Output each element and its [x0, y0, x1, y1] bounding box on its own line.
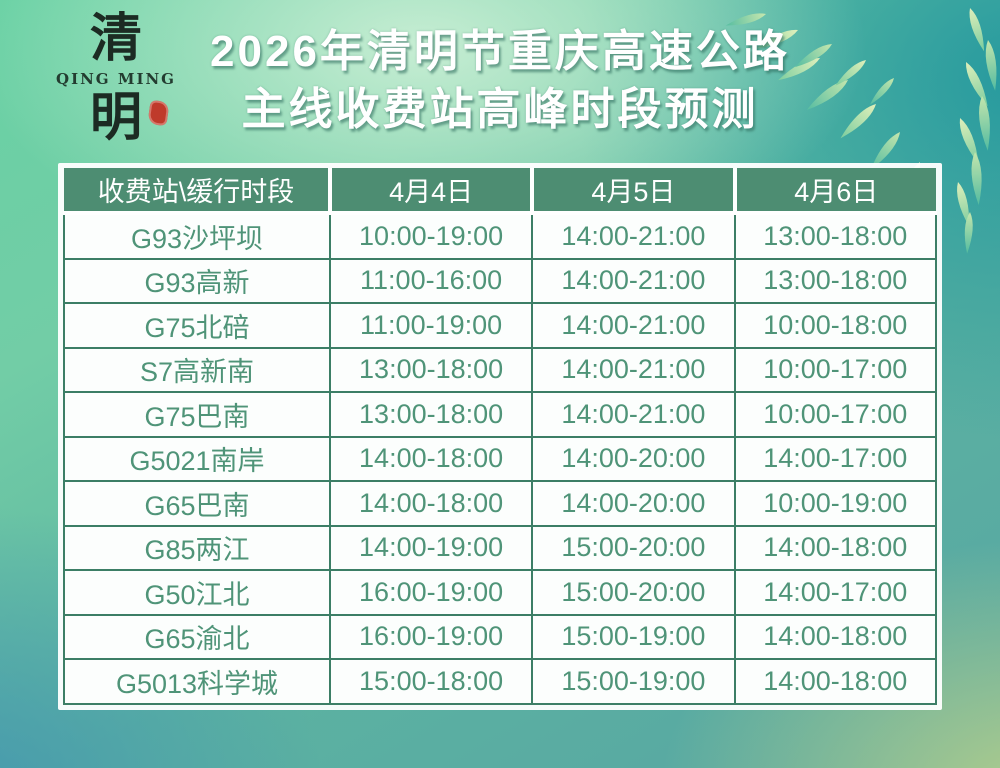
time-range-cell: 10:00-19:00 — [328, 212, 534, 260]
time-range-cell: 14:00-21:00 — [531, 212, 736, 260]
time-range-cell: 14:00-17:00 — [733, 569, 938, 616]
table-row: S7高新南 13:00-18:00 14:00-21:00 10:00-17:00 — [63, 346, 938, 393]
station-name-cell: G5021南岸 — [63, 435, 331, 482]
station-name-cell: G75北碚 — [63, 302, 331, 349]
table-row: G50江北 16:00-19:00 15:00-20:00 14:00-17:00 — [63, 569, 938, 616]
time-range-cell: 10:00-19:00 — [733, 480, 938, 527]
header-april-4: 4月4日 — [327, 168, 533, 215]
time-range-cell: 16:00-19:00 — [328, 613, 534, 660]
time-range-cell: 10:00-17:00 — [733, 346, 938, 393]
time-range-cell: 14:00-18:00 — [733, 658, 938, 705]
table-body: G93沙坪坝 10:00-19:00 14:00-21:00 13:00-18:00 G… — [63, 212, 938, 705]
station-name-cell: G75巴南 — [63, 391, 331, 438]
station-name-cell: G5013科学城 — [63, 658, 331, 705]
table-row: G65巴南 14:00-18:00 14:00-20:00 10:00-19:00 — [63, 480, 938, 527]
table-row: G65渝北 16:00-19:00 15:00-19:00 14:00-18:00 — [63, 613, 938, 660]
time-range-cell: 11:00-16:00 — [328, 257, 534, 304]
logo-romanized-text: QING MING — [56, 70, 176, 88]
table-row: G85两江 14:00-19:00 15:00-20:00 14:00-18:00 — [63, 524, 938, 571]
station-name-cell: G85两江 — [63, 524, 331, 571]
table-row: G5021南岸 14:00-18:00 14:00-20:00 14:00-17:00 — [63, 435, 938, 482]
table-row: G5013科学城 15:00-18:00 15:00-19:00 14:00-18:0… — [63, 658, 938, 705]
station-name-cell: G50江北 — [63, 569, 331, 616]
table-row: G75巴南 13:00-18:00 14:00-21:00 10:00-17:00 — [63, 391, 938, 438]
time-range-cell: 15:00-19:00 — [531, 658, 736, 705]
time-range-cell: 10:00-18:00 — [733, 302, 938, 349]
time-range-cell: 14:00-17:00 — [733, 435, 938, 482]
time-range-cell: 13:00-18:00 — [328, 346, 534, 393]
page-title: 2026年清明节重庆高速公路 主线收费站高峰时段预测 — [0, 26, 1000, 136]
header-april-6: 4月6日 — [732, 168, 936, 215]
time-range-cell: 14:00-21:00 — [531, 257, 736, 304]
time-range-cell: 14:00-20:00 — [531, 435, 736, 482]
time-range-cell: 14:00-21:00 — [531, 391, 736, 438]
time-range-cell: 14:00-21:00 — [531, 302, 736, 349]
station-name-cell: G65巴南 — [63, 480, 331, 527]
header-station-column: 收费站\缓行时段 — [64, 168, 330, 215]
toll-schedule-table-frame: 收费站\缓行时段 4月4日 4月5日 4月6日 G93沙坪坝 10:00-19:0… — [58, 163, 942, 710]
time-range-cell: 13:00-18:00 — [733, 257, 938, 304]
qingming-logo: 清 QING MING 明 — [48, 10, 184, 147]
time-range-cell: 16:00-19:00 — [328, 569, 534, 616]
header-row: 收费站\缓行时段 4月4日 4月5日 4月6日 — [64, 168, 936, 215]
time-range-cell: 13:00-18:00 — [328, 391, 534, 438]
toll-schedule-table: 收费站\缓行时段 4月4日 4月5日 4月6日 G93沙坪坝 10:00-19:0… — [63, 168, 938, 705]
time-range-cell: 15:00-20:00 — [531, 524, 736, 571]
station-name-cell: G65渝北 — [63, 613, 331, 660]
header-april-5: 4月5日 — [530, 168, 735, 215]
time-range-cell: 15:00-19:00 — [531, 613, 736, 660]
time-range-cell: 15:00-20:00 — [531, 569, 736, 616]
station-name-cell: G93高新 — [63, 257, 331, 304]
table-row: G93沙坪坝 10:00-19:00 14:00-21:00 13:00-18:00 — [63, 212, 938, 260]
time-range-cell: 14:00-18:00 — [328, 480, 534, 527]
table-row: G93高新 11:00-16:00 14:00-21:00 13:00-18:00 — [63, 257, 938, 304]
logo-char-qing: 清 — [89, 8, 142, 69]
station-name-cell: G93沙坪坝 — [63, 212, 331, 260]
time-range-cell: 14:00-20:00 — [531, 480, 736, 527]
time-range-cell: 14:00-19:00 — [328, 524, 534, 571]
time-range-cell: 15:00-18:00 — [328, 658, 534, 705]
time-range-cell: 14:00-18:00 — [733, 613, 938, 660]
title-line-1: 2026年清明节重庆高速公路 — [210, 27, 790, 76]
time-range-cell: 11:00-19:00 — [328, 302, 534, 349]
station-name-cell: S7高新南 — [63, 346, 331, 393]
time-range-cell: 14:00-18:00 — [733, 524, 938, 571]
logo-char-ming: 明 — [89, 87, 142, 148]
table-row: G75北碚 11:00-19:00 14:00-21:00 10:00-18:00 — [63, 302, 938, 349]
time-range-cell: 14:00-18:00 — [328, 435, 534, 482]
title-line-2: 主线收费站高峰时段预测 — [241, 85, 759, 134]
time-range-cell: 14:00-21:00 — [531, 346, 736, 393]
time-range-cell: 13:00-18:00 — [733, 212, 938, 260]
time-range-cell: 10:00-17:00 — [733, 391, 938, 438]
